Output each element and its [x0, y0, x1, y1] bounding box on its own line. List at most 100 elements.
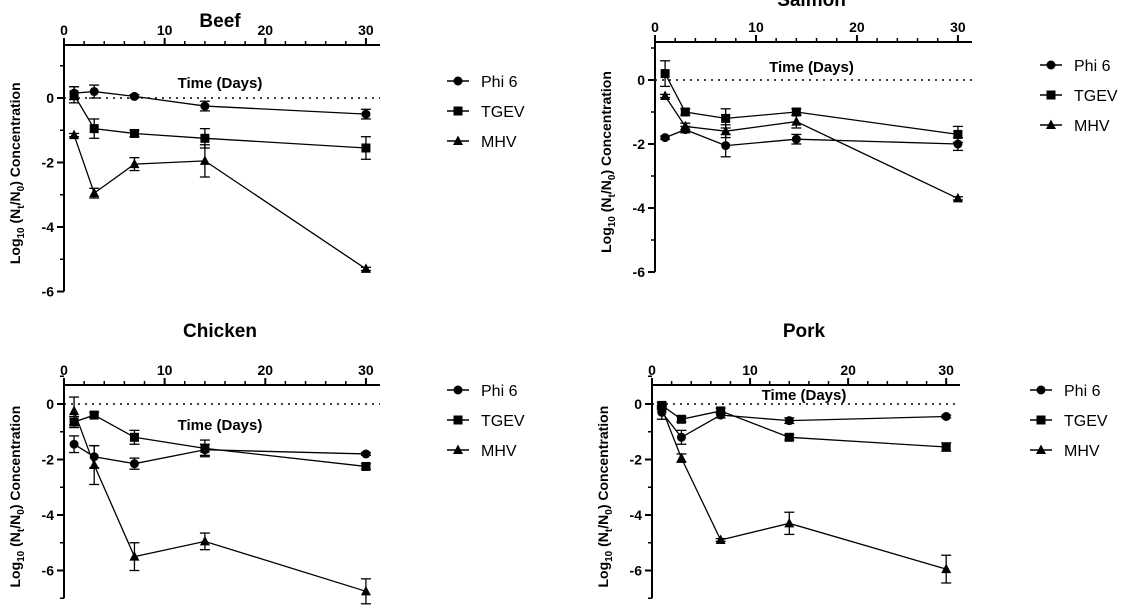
legend-item: TGEV — [447, 413, 525, 430]
y-tick-label: 0 — [46, 396, 54, 412]
circle-marker — [69, 439, 79, 449]
legend-label: MHV — [1064, 443, 1100, 460]
chart-title: Salmon — [777, 0, 846, 11]
series-line — [661, 404, 947, 448]
triangle-marker — [715, 534, 726, 544]
circle-marker — [784, 416, 794, 426]
triangle-marker — [360, 263, 371, 273]
square-marker — [200, 443, 210, 453]
legend-label: MHV — [1074, 118, 1110, 135]
x-tick-label: 30 — [938, 362, 954, 378]
legend-label: TGEV — [481, 413, 525, 430]
circle-marker — [676, 432, 686, 442]
legend-item: MHV — [1030, 443, 1100, 460]
triangle-marker — [69, 129, 80, 140]
y-tick-label: -4 — [42, 507, 55, 523]
series-line — [661, 407, 947, 570]
legend-triangle-marker — [453, 444, 463, 454]
legend-item: Phi 6 — [1030, 383, 1101, 400]
legend-triangle-marker — [453, 135, 463, 145]
legend-item: Phi 6 — [447, 383, 518, 400]
triangle-marker — [129, 158, 140, 169]
y-tick-label: -4 — [42, 219, 55, 235]
series-line — [73, 134, 367, 270]
legend-circle-marker — [1036, 385, 1046, 395]
square-marker — [89, 410, 99, 420]
x-tick-label: 0 — [651, 19, 659, 35]
series-tgev — [69, 86, 371, 160]
triangle-marker — [656, 402, 667, 413]
legend: Phi 6 TGEV MHV — [1030, 383, 1108, 460]
chart-panel-chicken: Chicken 0 10 20 30 0 -2 -4 -6 Time (Days) Log10 (N… — [7, 321, 525, 605]
series-line — [664, 95, 959, 199]
x-tick-label: 10 — [748, 19, 764, 35]
triangle-marker — [199, 535, 210, 546]
circle-marker — [89, 87, 99, 97]
legend-label: TGEV — [1074, 88, 1118, 105]
triangle-marker — [89, 187, 100, 198]
x-tick-label: 0 — [648, 362, 656, 378]
square-marker — [791, 107, 801, 117]
square-marker — [716, 406, 726, 416]
circle-marker — [941, 411, 951, 421]
square-marker — [129, 128, 139, 138]
legend: Phi 6 TGEV MHV — [1040, 58, 1118, 135]
y-axis-label: Log10 (Nt/N0) Concentration — [7, 406, 27, 588]
x-tick-label: 0 — [60, 22, 68, 38]
square-marker — [676, 414, 686, 424]
y-axis-label: Log10 (Nt/N0) Concentration — [7, 82, 27, 264]
y-tick-label: -2 — [42, 452, 55, 468]
square-marker — [129, 432, 139, 442]
triangle-marker — [660, 90, 671, 100]
series-mhv — [660, 90, 963, 203]
legend-triangle-marker — [1046, 119, 1056, 129]
y-tick-label: -2 — [630, 452, 643, 468]
x-tick-label: 10 — [157, 22, 173, 38]
series-mhv — [656, 402, 952, 584]
y-tick-label: -4 — [630, 507, 643, 523]
legend-label: TGEV — [1064, 413, 1108, 430]
series-line — [73, 94, 366, 149]
y-axis-label: Log10 (Nt/N0) Concentration — [595, 406, 615, 588]
legend-item: TGEV — [447, 104, 525, 121]
x-tick-label: 20 — [849, 19, 865, 35]
x-tick-label: 20 — [258, 22, 274, 38]
legend-label: Phi 6 — [1064, 383, 1101, 400]
circle-marker — [361, 109, 371, 119]
series-phi-6 — [660, 125, 963, 158]
chart-title: Beef — [199, 11, 241, 32]
x-tick-label: 10 — [157, 362, 173, 378]
series-line — [661, 411, 947, 439]
circle-marker — [129, 459, 139, 469]
legend-item: Phi 6 — [447, 74, 518, 91]
legend-item: MHV — [447, 443, 517, 460]
legend-item: MHV — [1040, 118, 1110, 135]
square-marker — [721, 113, 731, 123]
triangle-marker — [680, 120, 691, 131]
square-marker — [200, 133, 210, 143]
square-marker — [680, 107, 690, 117]
y-tick-label: -6 — [42, 563, 55, 579]
y-tick-label: -6 — [633, 264, 646, 280]
circle-marker — [129, 91, 139, 101]
x-tick-label: 0 — [60, 362, 68, 378]
legend-square-marker — [1036, 415, 1046, 425]
legend-circle-marker — [453, 385, 463, 395]
triangle-marker — [952, 192, 963, 203]
legend-square-marker — [453, 106, 463, 116]
series-line — [664, 128, 958, 147]
series-line — [73, 410, 367, 592]
y-tick-label: 0 — [46, 90, 54, 106]
triangle-marker — [720, 125, 731, 136]
square-marker — [69, 90, 79, 100]
x-axis-label: Time (Days) — [178, 75, 263, 92]
chart-panel-pork: Pork 0 10 20 30 0 -2 -4 -6 Time (Days) Log10 (Nt/N… — [595, 321, 1108, 599]
y-tick-label: 0 — [634, 396, 642, 412]
legend-item: TGEV — [1040, 88, 1118, 105]
y-axis-label: Log10 (Nt/N0) Concentration — [598, 71, 618, 253]
square-marker — [941, 442, 951, 452]
circle-marker — [721, 141, 731, 151]
x-tick-label: 10 — [742, 362, 758, 378]
legend-label: Phi 6 — [1074, 58, 1111, 75]
chart-title: Chicken — [183, 321, 257, 342]
